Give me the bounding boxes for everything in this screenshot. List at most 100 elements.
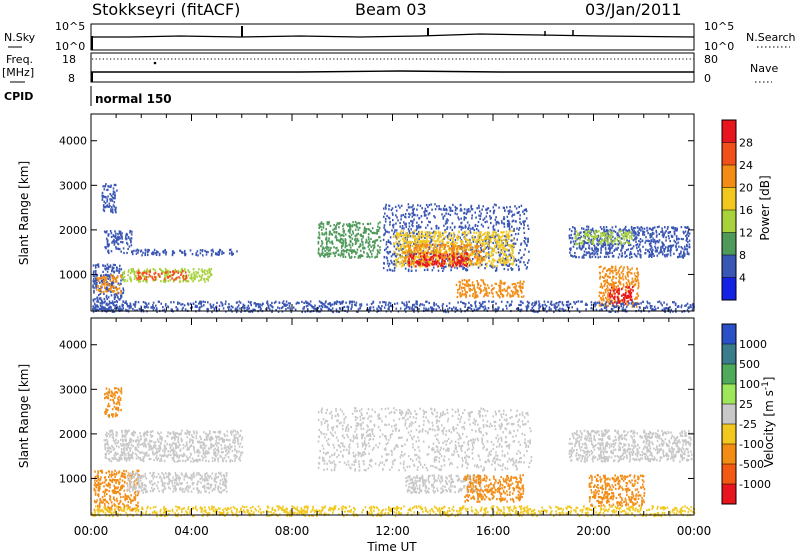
power-echo-cell [580,248,583,251]
power-echo-cell [638,239,640,243]
power-echo-cell [104,264,107,267]
power-echo-cell [626,265,629,269]
power-echo-cell [638,227,641,230]
power-echo-cell [452,254,455,257]
power-echo-cell [349,223,352,226]
power-echo-cell [622,268,625,271]
power-echo-cell [206,307,208,311]
power-echo-cell [515,263,518,266]
power-echo-cell [352,250,355,253]
power-echo-cell [317,251,320,254]
power-echo-cell [582,231,585,234]
power-echo-cell [502,243,504,246]
power-echo-cell [354,228,357,231]
power-echo-cell [393,263,396,266]
power-echo-cell [436,239,439,242]
power-echo-cell [419,204,422,207]
power-echo-cell [482,205,485,208]
power-echo-cell [561,307,563,310]
power-echo-cell [351,249,353,252]
power-echo-cell [399,206,401,209]
power-echo-cell [138,270,140,273]
power-echo-cell [104,202,107,205]
power-echo-cell [486,284,489,287]
power-echo-cell [663,301,665,304]
power-echo-cell [484,237,487,240]
power-echo-cell [385,243,388,246]
power-echo-cell [106,275,109,278]
power-echo-cell [328,221,330,224]
power-echo-cell [456,238,459,241]
power-echo-cell [474,289,476,292]
nave-dot [153,61,157,65]
power-echo-cell [468,255,470,258]
power-echo-cell [623,266,625,269]
power-echo-cell [465,230,467,233]
power-echo-cell [443,214,446,217]
power-echo-cell [352,249,354,252]
power-echo-cell [433,255,436,258]
power-echo-cell [510,262,512,265]
power-echo-cell [422,242,424,245]
power-echo-cell [612,286,614,290]
power-echo-cell [115,293,118,296]
power-echo-cell [428,234,431,237]
power-echo-cell [458,225,461,229]
power-echo-cell [126,279,129,282]
power-echo-cell [453,247,456,250]
power-echo-cell [629,268,632,271]
power-echo-cell [398,240,400,243]
power-echo-cell [603,299,605,302]
power-echo-cell [476,286,479,289]
power-echo-cell [453,242,455,246]
power-echo-cell [399,262,401,266]
power-echo-cell [455,251,457,255]
power-echo-cell [525,210,528,213]
power-echo-cell [108,284,110,287]
power-echo-cell [576,247,578,250]
power-echo-cell [143,269,146,272]
power-echo-cell [649,253,652,256]
power-echo-cell [423,256,426,259]
power-echo-cell [467,244,469,247]
power-echo-cell [478,287,481,291]
power-echo-cell [365,241,367,244]
power-echo-cell [425,252,427,255]
power-echo-cell [642,245,644,248]
power-echo-cell [677,241,680,244]
power-echo-cell [680,246,683,249]
power-echo-cell [112,279,115,282]
power-echo-cell [466,253,468,256]
power-echo-cell [512,291,514,294]
power-echo-cell [600,291,603,294]
power-echo-cell [654,247,657,250]
power-echo-cell [502,263,504,267]
power-echo-cell [624,292,627,295]
power-echo-cell [615,269,617,272]
power-echo-cell [492,212,495,215]
power-echo-cell [113,271,116,274]
power-echo-cell [630,252,633,255]
power-echo-cell [568,306,571,309]
station-title: Stokkseyri (fitACF) [92,0,240,19]
power-echo-cell [185,276,188,279]
power-echo-cell [523,212,526,216]
power-echo-cell [615,288,618,291]
power-echo-cell [335,231,338,234]
power-echo-cell [240,310,242,313]
power-echo-cell [570,254,572,257]
power-echo-cell [97,280,100,283]
power-echo-cell [456,267,458,270]
power-echo-cell [482,218,485,221]
power-echo-cell [626,230,629,233]
power-echo-cell [413,218,415,221]
power-echo-cell [466,263,468,266]
power-echo-cell [578,242,581,245]
power-echo-cell [486,262,489,265]
power-echo-cell [500,239,502,242]
power-echo-cell [608,302,610,305]
power-echo-cell [505,248,507,251]
power-echo-cell [624,296,626,299]
power-echo-cell [101,275,104,278]
